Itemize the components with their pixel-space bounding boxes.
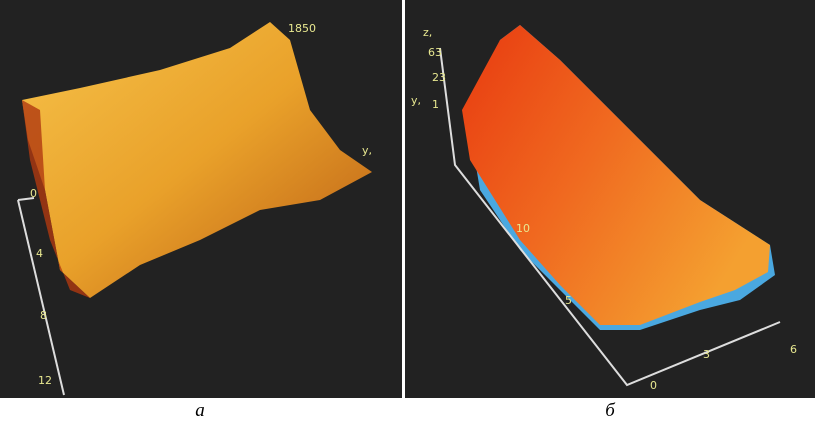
tick-label: 1 [432, 98, 439, 111]
tick-label: 8 [40, 309, 47, 322]
tick-label: 5 [565, 294, 572, 307]
tick-label: 10 [516, 222, 530, 235]
axis-label: z, [423, 26, 432, 39]
caption: а [195, 400, 205, 421]
caption: б [605, 400, 616, 421]
panel-a: 1850 y, 0 4 8 12 [0, 0, 402, 398]
tick-label: 63 [428, 46, 442, 59]
tick-label: 6 [790, 343, 797, 356]
axis-label: y, [411, 94, 421, 107]
panel-b: z, 63 23 y, 1 10 5 0 3 6 [405, 0, 815, 398]
tick-label: 12 [38, 374, 52, 387]
tick-label: 3 [703, 348, 710, 361]
peak-label: 1850 [288, 22, 316, 35]
axis-label: y, [362, 144, 372, 157]
figure: 1850 y, 0 4 8 12 z, 63 23 y, 1 10 5 0 3 … [0, 0, 815, 422]
tick-label: 23 [432, 71, 446, 84]
tick-label: 4 [36, 247, 43, 260]
tick-label: 0 [30, 187, 37, 200]
tick-label: 0 [650, 379, 657, 392]
